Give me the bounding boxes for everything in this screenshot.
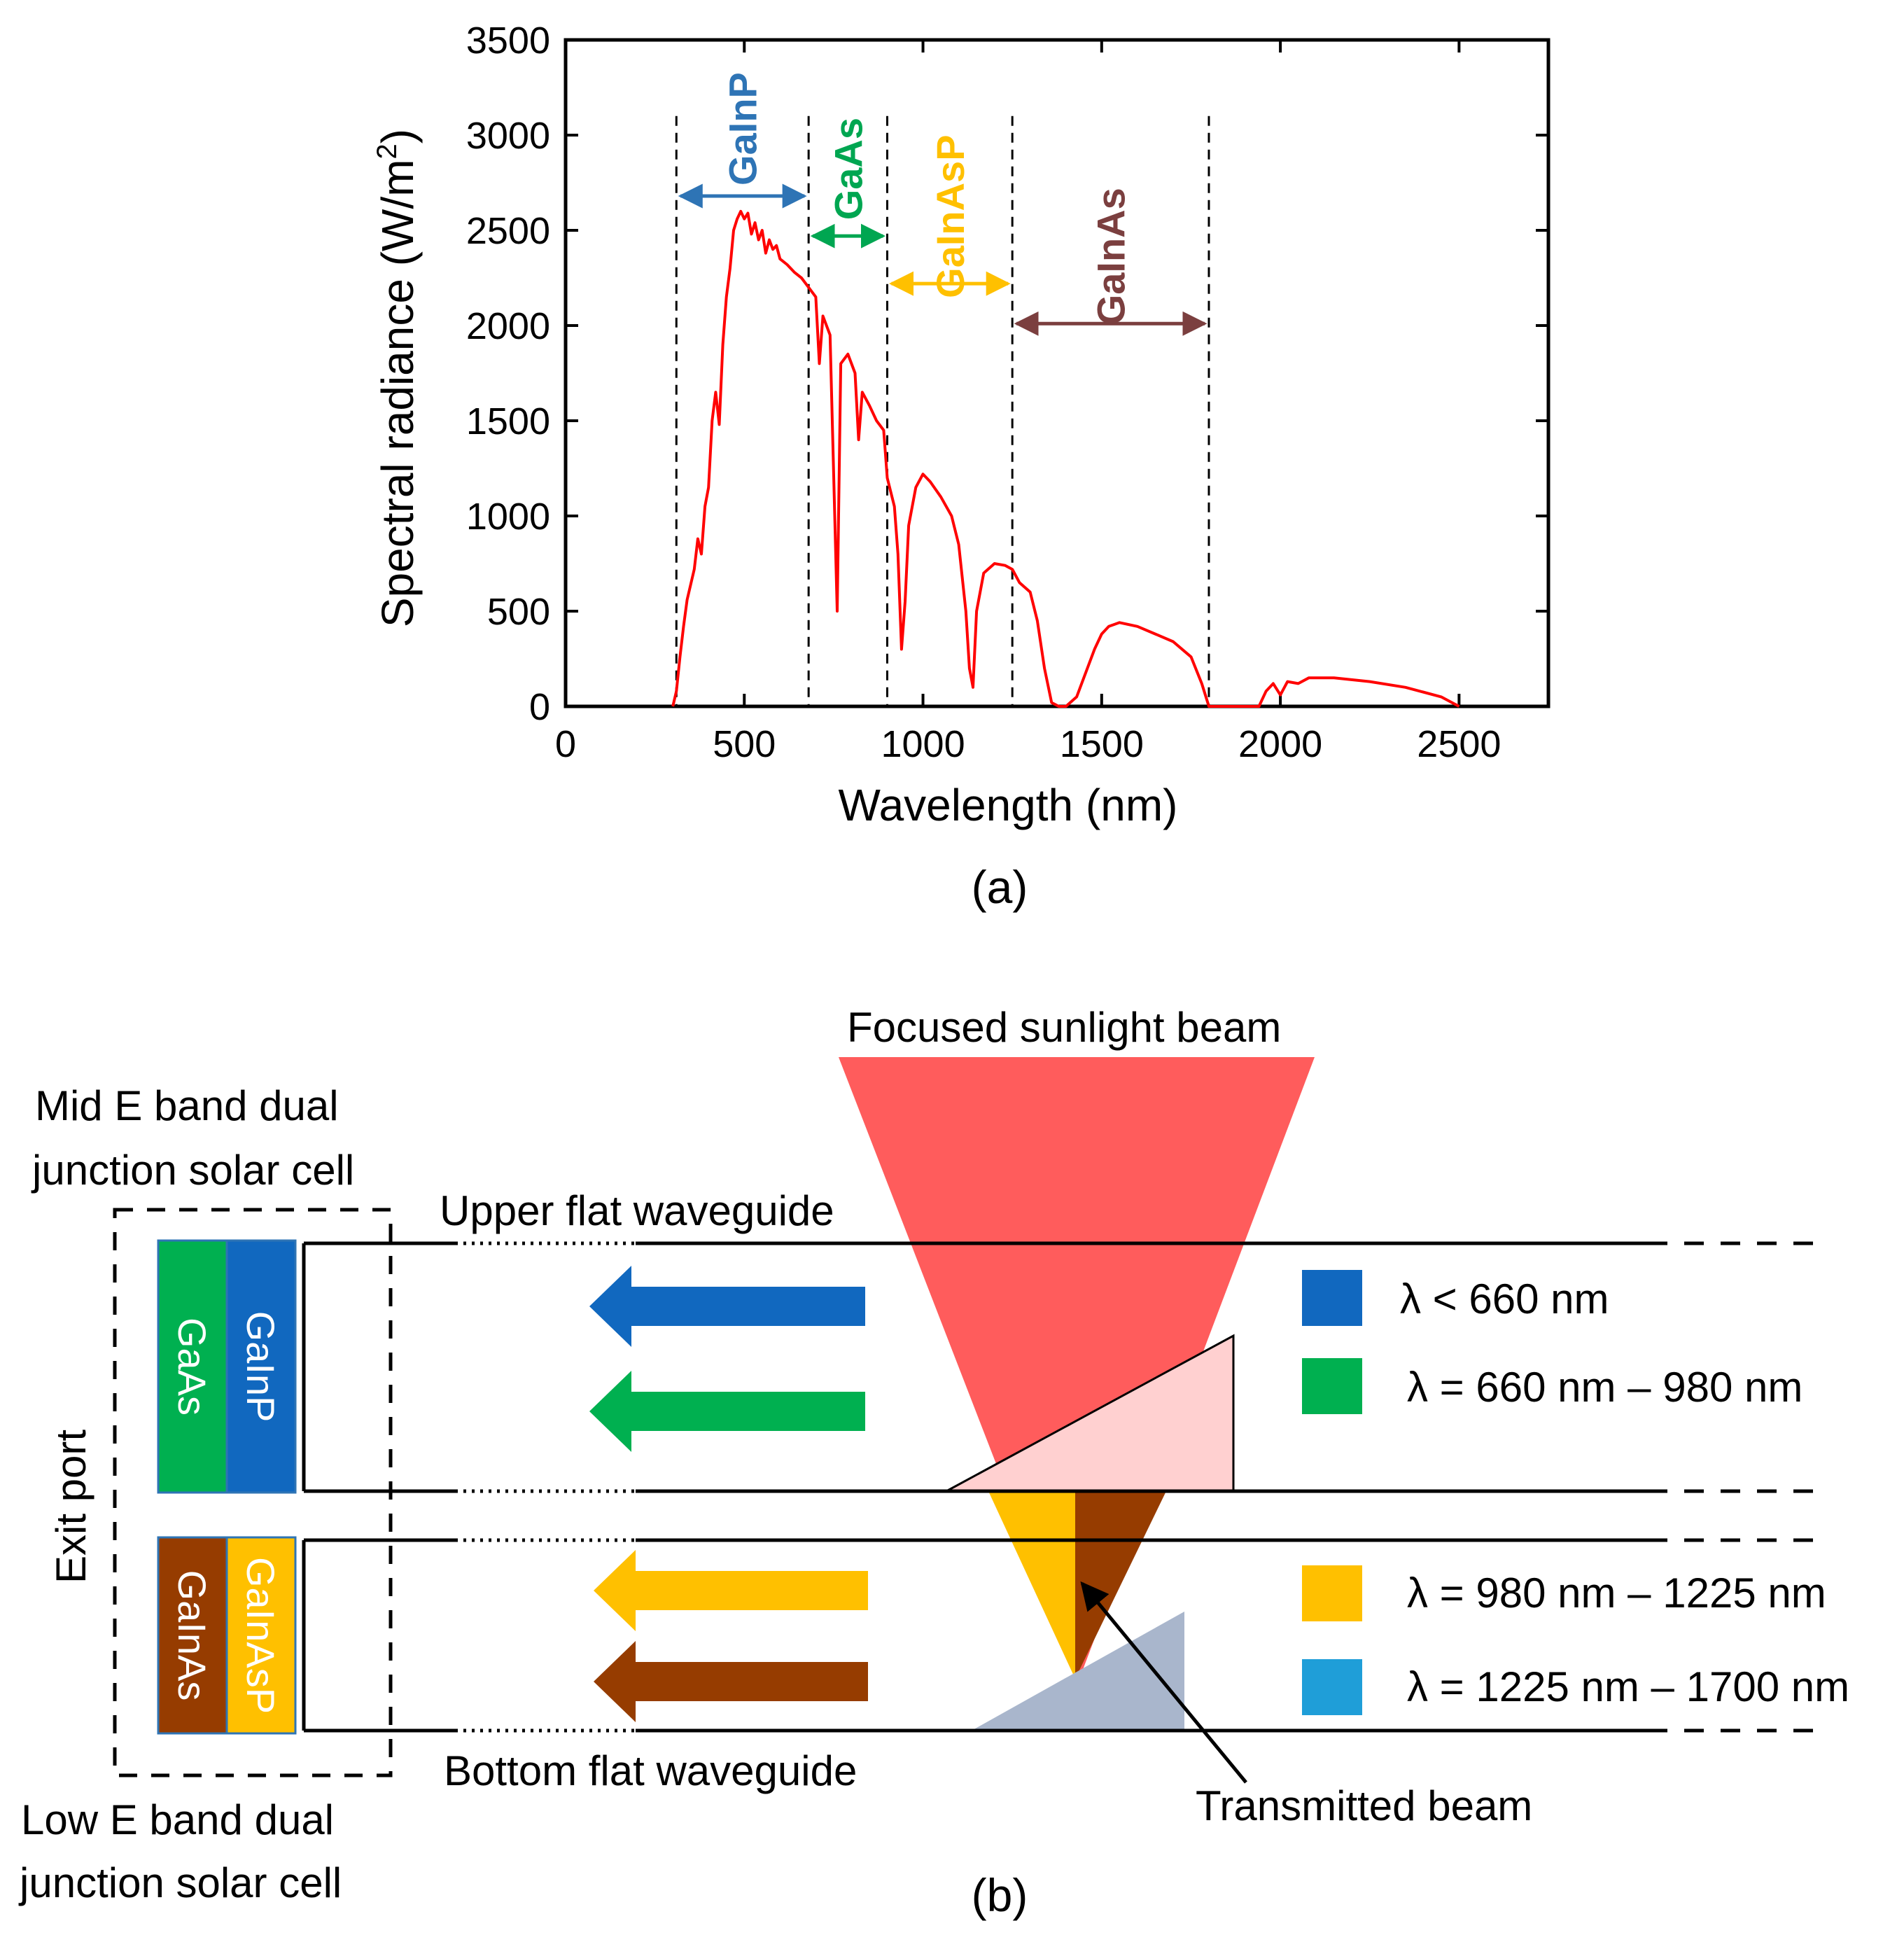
upper-waveguide <box>302 1241 1813 1493</box>
legend-swatch-green <box>1302 1358 1362 1414</box>
y-tick-label: 3000 <box>466 115 550 157</box>
legend-swatch-lightblue <box>1302 1659 1362 1715</box>
yellow-arrow <box>594 1550 868 1631</box>
caption-a: (a) <box>972 861 1028 913</box>
bottom-waveguide-label: Bottom flat waveguide <box>444 1747 857 1794</box>
gainp-layer <box>225 1239 297 1494</box>
waveguide-diagram: GaAs GaInP GaInAs GaInAsP λ < 660 nm λ =… <box>18 1004 1849 1921</box>
brown-arrow <box>594 1641 868 1722</box>
transmitted-pointer <box>1080 1581 1247 1784</box>
band-label: GaInAs <box>1089 188 1133 325</box>
sunlight-beam <box>839 1057 1315 1679</box>
transmitted-beam-brown <box>1075 1491 1166 1679</box>
mid-cell-label-line1: Mid E band dual <box>35 1082 339 1129</box>
gainp-cell-label: GaInP <box>239 1311 283 1423</box>
transmitted-label: Transmitted beam <box>1196 1782 1532 1829</box>
exit-port-label: Exit port <box>48 1430 94 1584</box>
legend-label-green: λ = 660 nm – 980 nm <box>1407 1364 1802 1411</box>
gaas-cell-label: GaAs <box>170 1318 214 1416</box>
y-tick-label: 3500 <box>466 20 550 62</box>
plot-frame <box>564 38 1550 708</box>
x-axis-label: Wavelength (nm) <box>839 780 1178 830</box>
x-tick-label: 2000 <box>1238 723 1322 765</box>
x-tick-label: 1000 <box>881 723 965 765</box>
y-tick-label: 0 <box>529 686 550 728</box>
blue-arrow <box>589 1266 865 1347</box>
y-tick-label: 1000 <box>466 496 550 538</box>
upper-waveguide-label: Upper flat waveguide <box>440 1187 834 1234</box>
legend-swatch-blue <box>1302 1270 1362 1326</box>
y-tick-label: 2000 <box>466 305 550 347</box>
x-tick-label: 1500 <box>1060 723 1144 765</box>
y-tick-label: 500 <box>487 591 550 633</box>
band-marker-lines <box>675 116 1210 706</box>
spectrum-line <box>671 209 1460 708</box>
beam-label: Focused sunlight beam <box>847 1004 1281 1051</box>
caption-b: (b) <box>972 1869 1028 1921</box>
legend-swatch-yellow <box>1302 1565 1362 1621</box>
legend-label-yellow: λ = 980 nm – 1225 nm <box>1407 1570 1826 1616</box>
x-tick-label: 2500 <box>1417 723 1501 765</box>
x-tick-label: 0 <box>555 723 576 765</box>
band-arrows: GaInP GaAs GaInAsP GaInAs <box>678 72 1208 336</box>
y-tick-label: 2500 <box>466 210 550 252</box>
mid-e-cell: GaAs GaInP <box>157 1239 297 1494</box>
green-arrow <box>589 1371 865 1452</box>
spectrum-chart: 0 500 1000 1500 2000 2500 3000 3500 0 500 1000 150… <box>372 20 1550 913</box>
gainasp-cell-label: GaInAsP <box>239 1557 283 1714</box>
legend-label-lightblue: λ = 1225 nm – 1700 nm <box>1407 1663 1849 1710</box>
y-axis-label: Spectral radiance (W/m2) <box>372 129 423 627</box>
gainas-layer <box>157 1536 228 1735</box>
low-e-cell: GaInAs GaInAsP <box>157 1536 297 1735</box>
gainasp-layer <box>225 1536 297 1735</box>
legend-label-blue: λ < 660 nm <box>1400 1276 1609 1322</box>
gainas-cell-label: GaInAs <box>170 1570 214 1701</box>
x-axis-ticks: 0 500 1000 1500 2000 2500 <box>555 40 1501 765</box>
band-label: GaAs <box>826 118 870 220</box>
transmitted-beam-yellow <box>988 1491 1075 1679</box>
bottom-waveguide <box>302 1538 1813 1733</box>
low-cell-label-line2: junction solar cell <box>18 1859 342 1906</box>
y-tick-label: 1500 <box>466 400 550 442</box>
band-label: GaInP <box>721 72 765 186</box>
x-tick-label: 500 <box>713 723 776 765</box>
exit-port-box <box>113 1208 393 1777</box>
mid-cell-label-line2: junction solar cell <box>31 1147 354 1194</box>
y-axis-ticks: 0 500 1000 1500 2000 2500 3000 3500 <box>466 20 1548 728</box>
legend: λ < 660 nm λ = 660 nm – 980 nm λ = 980 n… <box>1302 1270 1849 1715</box>
band-label: GaInAsP <box>928 134 972 298</box>
low-cell-label-line1: Low E band dual <box>21 1796 334 1843</box>
